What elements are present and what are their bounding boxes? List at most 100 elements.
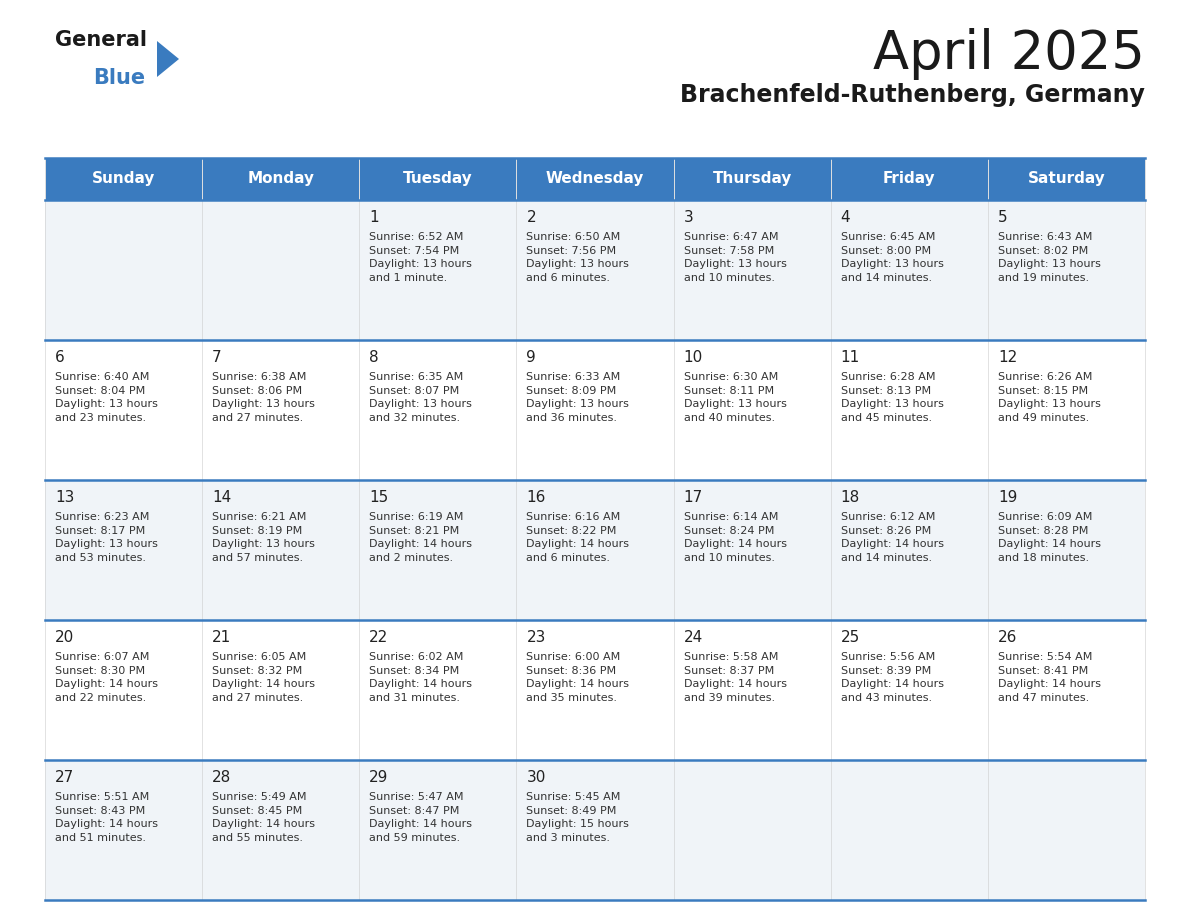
Text: Wednesday: Wednesday: [545, 172, 644, 186]
Text: 2: 2: [526, 210, 536, 225]
Text: Saturday: Saturday: [1028, 172, 1105, 186]
Bar: [45, 760, 202, 900]
Bar: [359, 480, 517, 620]
Text: Sunrise: 5:54 AM
Sunset: 8:41 PM
Daylight: 14 hours
and 47 minutes.: Sunrise: 5:54 AM Sunset: 8:41 PM Dayligh…: [998, 652, 1101, 703]
Text: April 2025: April 2025: [873, 28, 1145, 80]
Text: Sunrise: 5:51 AM
Sunset: 8:43 PM
Daylight: 14 hours
and 51 minutes.: Sunrise: 5:51 AM Sunset: 8:43 PM Dayligh…: [55, 792, 158, 843]
Bar: [45, 158, 202, 200]
Text: 16: 16: [526, 490, 545, 505]
Bar: [830, 340, 988, 480]
Bar: [674, 480, 830, 620]
Text: Sunrise: 6:45 AM
Sunset: 8:00 PM
Daylight: 13 hours
and 14 minutes.: Sunrise: 6:45 AM Sunset: 8:00 PM Dayligh…: [841, 232, 943, 283]
Bar: [517, 760, 674, 900]
Bar: [517, 200, 674, 340]
Bar: [988, 340, 1145, 480]
Text: 14: 14: [213, 490, 232, 505]
Text: Sunrise: 6:50 AM
Sunset: 7:56 PM
Daylight: 13 hours
and 6 minutes.: Sunrise: 6:50 AM Sunset: 7:56 PM Dayligh…: [526, 232, 630, 283]
Bar: [202, 340, 359, 480]
Bar: [830, 620, 988, 760]
Text: Sunrise: 6:00 AM
Sunset: 8:36 PM
Daylight: 14 hours
and 35 minutes.: Sunrise: 6:00 AM Sunset: 8:36 PM Dayligh…: [526, 652, 630, 703]
Bar: [45, 620, 202, 760]
Text: Sunrise: 6:14 AM
Sunset: 8:24 PM
Daylight: 14 hours
and 10 minutes.: Sunrise: 6:14 AM Sunset: 8:24 PM Dayligh…: [683, 512, 786, 563]
Text: Blue: Blue: [93, 68, 145, 88]
Text: 3: 3: [683, 210, 694, 225]
Text: Sunrise: 5:47 AM
Sunset: 8:47 PM
Daylight: 14 hours
and 59 minutes.: Sunrise: 5:47 AM Sunset: 8:47 PM Dayligh…: [369, 792, 473, 843]
Bar: [202, 620, 359, 760]
Bar: [517, 340, 674, 480]
Text: 4: 4: [841, 210, 851, 225]
Bar: [359, 760, 517, 900]
Text: Sunrise: 5:45 AM
Sunset: 8:49 PM
Daylight: 15 hours
and 3 minutes.: Sunrise: 5:45 AM Sunset: 8:49 PM Dayligh…: [526, 792, 630, 843]
Text: 7: 7: [213, 350, 222, 365]
Polygon shape: [157, 41, 179, 77]
Bar: [830, 158, 988, 200]
Bar: [359, 200, 517, 340]
Text: 12: 12: [998, 350, 1017, 365]
Bar: [674, 620, 830, 760]
Text: 26: 26: [998, 630, 1017, 645]
Text: Sunrise: 6:05 AM
Sunset: 8:32 PM
Daylight: 14 hours
and 27 minutes.: Sunrise: 6:05 AM Sunset: 8:32 PM Dayligh…: [213, 652, 315, 703]
Text: Friday: Friday: [883, 172, 936, 186]
Text: 30: 30: [526, 770, 545, 785]
Bar: [45, 200, 202, 340]
Text: Sunrise: 6:43 AM
Sunset: 8:02 PM
Daylight: 13 hours
and 19 minutes.: Sunrise: 6:43 AM Sunset: 8:02 PM Dayligh…: [998, 232, 1101, 283]
Text: 10: 10: [683, 350, 703, 365]
Text: 17: 17: [683, 490, 703, 505]
Bar: [674, 200, 830, 340]
Text: Sunrise: 6:26 AM
Sunset: 8:15 PM
Daylight: 13 hours
and 49 minutes.: Sunrise: 6:26 AM Sunset: 8:15 PM Dayligh…: [998, 372, 1101, 423]
Text: 15: 15: [369, 490, 388, 505]
Text: 21: 21: [213, 630, 232, 645]
Text: Sunrise: 6:52 AM
Sunset: 7:54 PM
Daylight: 13 hours
and 1 minute.: Sunrise: 6:52 AM Sunset: 7:54 PM Dayligh…: [369, 232, 472, 283]
Text: Sunrise: 6:47 AM
Sunset: 7:58 PM
Daylight: 13 hours
and 10 minutes.: Sunrise: 6:47 AM Sunset: 7:58 PM Dayligh…: [683, 232, 786, 283]
Text: Sunday: Sunday: [91, 172, 156, 186]
Text: 23: 23: [526, 630, 545, 645]
Text: 24: 24: [683, 630, 703, 645]
Bar: [988, 760, 1145, 900]
Text: 6: 6: [55, 350, 65, 365]
Text: Sunrise: 6:16 AM
Sunset: 8:22 PM
Daylight: 14 hours
and 6 minutes.: Sunrise: 6:16 AM Sunset: 8:22 PM Dayligh…: [526, 512, 630, 563]
Text: Sunrise: 6:23 AM
Sunset: 8:17 PM
Daylight: 13 hours
and 53 minutes.: Sunrise: 6:23 AM Sunset: 8:17 PM Dayligh…: [55, 512, 158, 563]
Bar: [988, 158, 1145, 200]
Text: 8: 8: [369, 350, 379, 365]
Text: 27: 27: [55, 770, 74, 785]
Bar: [517, 620, 674, 760]
Text: Sunrise: 6:09 AM
Sunset: 8:28 PM
Daylight: 14 hours
and 18 minutes.: Sunrise: 6:09 AM Sunset: 8:28 PM Dayligh…: [998, 512, 1101, 563]
Text: Sunrise: 6:28 AM
Sunset: 8:13 PM
Daylight: 13 hours
and 45 minutes.: Sunrise: 6:28 AM Sunset: 8:13 PM Dayligh…: [841, 372, 943, 423]
Bar: [830, 200, 988, 340]
Text: Monday: Monday: [247, 172, 314, 186]
Bar: [674, 158, 830, 200]
Text: 19: 19: [998, 490, 1017, 505]
Bar: [830, 760, 988, 900]
Text: 11: 11: [841, 350, 860, 365]
Text: 5: 5: [998, 210, 1007, 225]
Text: Sunrise: 5:56 AM
Sunset: 8:39 PM
Daylight: 14 hours
and 43 minutes.: Sunrise: 5:56 AM Sunset: 8:39 PM Dayligh…: [841, 652, 943, 703]
Text: Tuesday: Tuesday: [403, 172, 473, 186]
Bar: [359, 620, 517, 760]
Text: 18: 18: [841, 490, 860, 505]
Text: Sunrise: 6:19 AM
Sunset: 8:21 PM
Daylight: 14 hours
and 2 minutes.: Sunrise: 6:19 AM Sunset: 8:21 PM Dayligh…: [369, 512, 473, 563]
Text: Sunrise: 6:30 AM
Sunset: 8:11 PM
Daylight: 13 hours
and 40 minutes.: Sunrise: 6:30 AM Sunset: 8:11 PM Dayligh…: [683, 372, 786, 423]
Bar: [202, 200, 359, 340]
Bar: [988, 200, 1145, 340]
Text: 22: 22: [369, 630, 388, 645]
Bar: [45, 480, 202, 620]
Text: Sunrise: 5:58 AM
Sunset: 8:37 PM
Daylight: 14 hours
and 39 minutes.: Sunrise: 5:58 AM Sunset: 8:37 PM Dayligh…: [683, 652, 786, 703]
Text: 1: 1: [369, 210, 379, 225]
Text: General: General: [55, 30, 147, 50]
Text: Sunrise: 6:38 AM
Sunset: 8:06 PM
Daylight: 13 hours
and 27 minutes.: Sunrise: 6:38 AM Sunset: 8:06 PM Dayligh…: [213, 372, 315, 423]
Text: 28: 28: [213, 770, 232, 785]
Text: Sunrise: 6:12 AM
Sunset: 8:26 PM
Daylight: 14 hours
and 14 minutes.: Sunrise: 6:12 AM Sunset: 8:26 PM Dayligh…: [841, 512, 943, 563]
Text: Sunrise: 6:33 AM
Sunset: 8:09 PM
Daylight: 13 hours
and 36 minutes.: Sunrise: 6:33 AM Sunset: 8:09 PM Dayligh…: [526, 372, 630, 423]
Text: Thursday: Thursday: [713, 172, 792, 186]
Bar: [988, 620, 1145, 760]
Bar: [988, 480, 1145, 620]
Text: Sunrise: 6:02 AM
Sunset: 8:34 PM
Daylight: 14 hours
and 31 minutes.: Sunrise: 6:02 AM Sunset: 8:34 PM Dayligh…: [369, 652, 473, 703]
Bar: [517, 480, 674, 620]
Bar: [359, 340, 517, 480]
Text: Sunrise: 6:21 AM
Sunset: 8:19 PM
Daylight: 13 hours
and 57 minutes.: Sunrise: 6:21 AM Sunset: 8:19 PM Dayligh…: [213, 512, 315, 563]
Bar: [202, 760, 359, 900]
Text: 20: 20: [55, 630, 74, 645]
Bar: [674, 340, 830, 480]
Text: Brachenfeld-Ruthenberg, Germany: Brachenfeld-Ruthenberg, Germany: [680, 83, 1145, 107]
Bar: [45, 340, 202, 480]
